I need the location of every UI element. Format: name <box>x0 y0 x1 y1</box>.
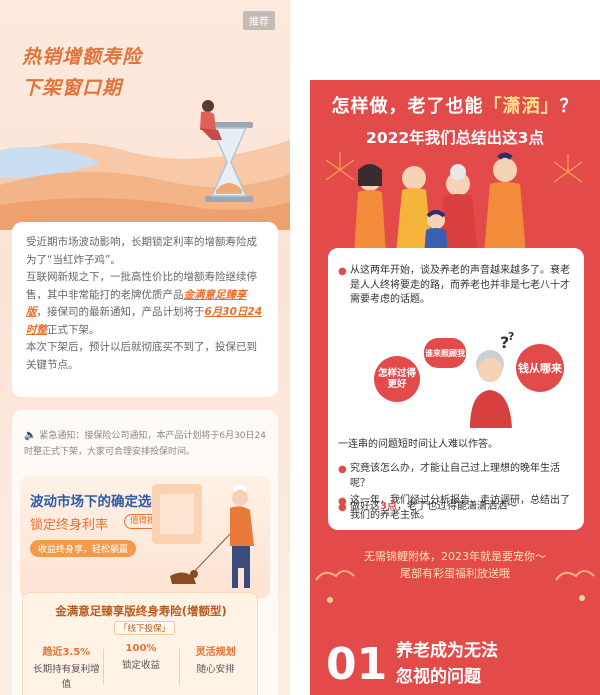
cloud-decoration <box>315 570 595 581</box>
intro-p2-text-b: ，接保司的最新通知，产品计划将于 <box>36 306 205 318</box>
urgent-notice: 🔈 紧急通知：接保险公司通知，本产品计划将于6月30日24时整正式下架，大家可合… <box>24 428 268 460</box>
intro-p2-text-c: 正式下架。 <box>47 323 100 336</box>
headline-1-text: 怎样做，老了也能 <box>331 96 484 117</box>
bullet-4: ● 这一年，我们经过分析报告、走访调研，总结出了我们的养老主张。 <box>338 494 576 523</box>
section-title-line2: 忽视的问题 <box>396 667 481 687</box>
product-features: 趋近3.5% 长期持有复利增值 100% 锁定收益 灵活规划 随心安排 <box>29 643 253 692</box>
intro-p2-text-a: 互联网新规之下，一批高性价比的增额寿险继续停售，其中非常能打的老牌优质产品 <box>26 271 257 301</box>
product-title: 金满意足臻享版终身寿险(增额型) <box>55 604 227 618</box>
headline-2: 2022年我们总结出这3点 <box>366 129 544 147</box>
speaker-icon: 🔈 <box>24 430 37 441</box>
intro-paragraph-2: 互联网新规之下，一批高性价比的增额寿险继续停售，其中非常能打的老牌优质产品金满意… <box>26 269 264 339</box>
bullet-3: ● 究竟该怎么办，才能让自己过上理想的晚年生活呢？ <box>338 462 576 491</box>
headline-1: 怎样做，老了也能「潇洒」？ <box>310 92 600 118</box>
feature-yield: 趋近3.5% 长期持有复利增值 <box>29 643 104 692</box>
bullet-dot-icon: ● <box>338 502 347 513</box>
promo-title: 波动市场下的确定选择： <box>30 494 179 510</box>
section-title-line1: 养老成为无法 <box>396 641 498 661</box>
elderly-man-walking-dog-illustration <box>152 484 254 588</box>
bullet-2-text: 一连串的问题短时间让人难以作答。 <box>338 439 498 450</box>
feature-flexible: 灵活规划 随心安排 <box>178 643 253 692</box>
mother-figure <box>354 164 386 254</box>
promo-banner[interactable]: 波动市场下的确定选择： 锁定终身利率 值得推荐 收益终身享，轻松躺赢 <box>20 476 270 598</box>
bubble-how-to-live-better: 怎样过得更好 <box>374 356 420 402</box>
feature-divider <box>179 649 180 685</box>
channel-tag: 「线下投保」 <box>114 621 176 635</box>
beach-hourglass-illustration <box>0 100 290 230</box>
bullet-dot-icon: ● <box>338 496 347 507</box>
bubble-where-money: 钱从哪来 <box>516 344 564 392</box>
fireworks-decoration <box>325 152 585 603</box>
bullet-1-text: 从这两年开始，谈及养老的声音越来越多了。衰老是人人终将要走的路，而养老也并非是七… <box>350 265 570 305</box>
question-illustration: 怎样过得更好 谁来照顾我 钱从哪来 ? ? <box>348 320 566 430</box>
hero-title-line1: 热销增额寿险 <box>22 46 143 68</box>
grandpa-figure <box>396 166 432 254</box>
feature-divider <box>103 649 104 685</box>
content-card: ● 从这两年开始，谈及养老的声音越来越多了。衰老是人人终将要走的路，而养老也并非… <box>328 248 584 530</box>
product-name-highlight: 金满意足臻享版 <box>26 288 247 319</box>
bubble-who-cares: 谁来照顾我 <box>424 338 466 368</box>
feature-flexible-value: 随心安排 <box>196 664 235 675</box>
svg-text:?: ? <box>508 330 514 343</box>
bullet-4-text: 这一年，我们经过分析报告、走访调研，总结出了我们的养老主张。 <box>350 495 570 521</box>
promo-slogan-bar: 收益终身享，轻松躺赢 <box>30 540 137 557</box>
bullet-5-accent: 3点 <box>380 501 397 512</box>
product-info-box[interactable]: 金满意足臻享版终身寿险(增额型) 「线下投保」 趋近3.5% 长期持有复利增值 … <box>22 592 258 695</box>
bullet-5-pre: 做好这 <box>350 501 380 512</box>
svg-text:?: ? <box>500 333 509 352</box>
feature-flexible-key: 灵活规划 <box>195 647 236 658</box>
bullet-dot-icon: ● <box>338 266 347 277</box>
right-article-panel[interactable]: 怎样做，老了也能「潇洒」？ 2022年我们总结出这3点 <box>310 80 600 695</box>
intro-paragraph-3: 本次下架后，预计以后就彻底买不到了，投保已到关键节点。 <box>26 341 257 371</box>
elderly-woman-icon: ? ? <box>470 330 514 428</box>
section-number: 01 <box>326 639 388 690</box>
notice-text: 接保险公司通知，本产品计划将于6月30日24时整正式下架，大家可合理安排投保时间… <box>24 431 266 457</box>
intro-card: 受近期市场波动影响，长期锁定利率的增额寿险成为了“当红炸子鸡”。 互联网新规之下… <box>12 222 278 397</box>
feature-yield-value: 长期持有复利增值 <box>33 664 100 690</box>
father-figure <box>484 152 526 254</box>
deadline-highlight: 6月30日24时整 <box>26 306 263 336</box>
feature-lock: 100% 锁定收益 <box>104 643 179 692</box>
bullet-2: 一连串的问题短时间让人难以作答。 <box>338 438 576 453</box>
left-article-panel[interactable]: 推荐 热销增额寿险 下架窗口期 受近期市场波动影响，长期锁定利率的增额 <box>0 0 290 695</box>
woman-sitting-icon <box>200 100 222 140</box>
hero-title: 热销增额寿险 下架窗口期 <box>22 42 142 104</box>
intro-paragraph-1: 受近期市场波动影响，长期锁定利率的增额寿险成为了“当红炸子鸡”。 <box>26 236 257 266</box>
bullet-5: ● 做好这3点，老了也过得能潇潇洒洒～ <box>338 500 578 515</box>
notice-label: 紧急通知： <box>39 431 85 441</box>
feature-lock-key: 100% <box>125 643 157 654</box>
bullet-5-post: ，老了也过得能潇潇洒洒～ <box>396 501 517 512</box>
hourglass-icon <box>205 122 253 202</box>
product-card: 🔈 紧急通知：接保险公司通知，本产品计划将于6月30日24时整正式下架，大家可合… <box>12 410 278 695</box>
grandma-figure <box>438 164 478 254</box>
recommend-tag: 推荐 <box>243 11 275 30</box>
headline-1-end: ？ <box>559 96 579 117</box>
headline-1-accent: 「潇洒」 <box>483 96 560 117</box>
promo-subtitle: 锁定终身利率 <box>30 518 109 533</box>
bullet-5-text: 做好这3点，老了也过得能潇潇洒洒～ <box>338 500 578 515</box>
feature-yield-key: 趋近3.5% <box>42 647 91 658</box>
bullet-3-text: 究竟该怎么办，才能让自己过上理想的晚年生活呢？ <box>350 463 560 489</box>
bullet-1: ● 从这两年开始，谈及养老的声音越来越多了。衰老是人人终将要走的路，而养老也并非… <box>338 264 576 308</box>
footer-line-1: 无需锦鲤附体，2023年就是要宠你～ <box>364 550 546 563</box>
bullet-dot-icon: ● <box>338 464 347 475</box>
hero-title-line2: 下架窗口期 <box>22 77 123 99</box>
footer-line-2: 尾部有彩蛋福利放送哦 <box>400 567 510 580</box>
family-illustration <box>354 152 526 256</box>
feature-lock-value: 锁定收益 <box>122 660 161 671</box>
